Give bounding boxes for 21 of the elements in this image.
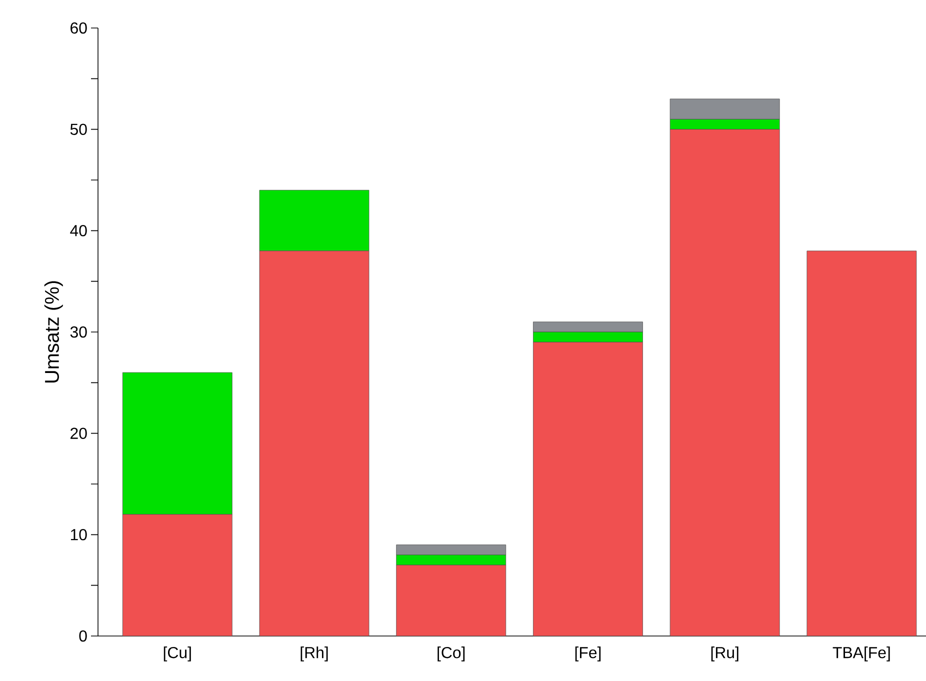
bar — [533, 342, 643, 636]
bar — [806, 250, 917, 636]
x-tick-label: TBA[Fe] — [832, 646, 890, 662]
bar — [122, 514, 232, 636]
y-tick-label: 40 — [70, 225, 87, 236]
bar — [670, 129, 780, 636]
x-tick-label: [Co] — [438, 646, 465, 662]
x-tick-label: [Rh] — [300, 646, 328, 662]
x-tick-label: [Ru] — [711, 646, 738, 662]
y-tick-label: 30 — [70, 326, 87, 338]
bar — [396, 564, 506, 636]
x-tick-label: [Cu] — [164, 646, 191, 662]
y-axis-title: Umsatz (%) — [44, 281, 63, 382]
y-tick-label: 50 — [70, 124, 87, 135]
bar — [259, 250, 370, 636]
y-tick-label: 60 — [70, 22, 87, 34]
y-tick-label: 20 — [70, 428, 87, 439]
x-tick-label: [Fe] — [575, 646, 601, 662]
y-tick-label: 0 — [79, 630, 87, 642]
y-tick-label: 10 — [70, 529, 87, 540]
bar — [259, 190, 370, 252]
